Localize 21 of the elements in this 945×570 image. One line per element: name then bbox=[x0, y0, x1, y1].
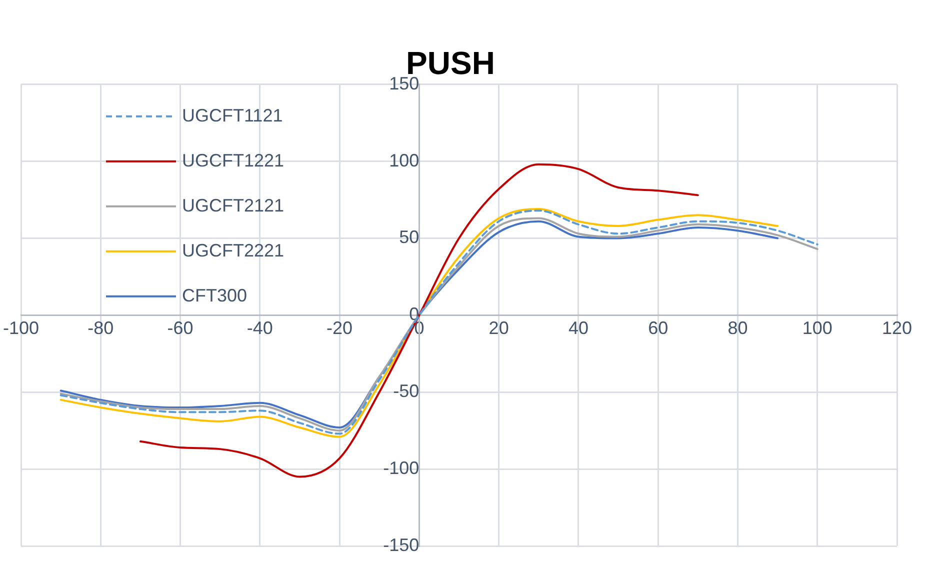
x-tick-label: 80 bbox=[728, 318, 748, 338]
legend-label: UGCFT1221 bbox=[182, 150, 284, 170]
x-tick-label: 60 bbox=[648, 318, 668, 338]
legend-label: CFT300 bbox=[182, 285, 248, 306]
x-tick-label: -80 bbox=[88, 318, 114, 338]
x-tick-label: -40 bbox=[246, 318, 273, 338]
y-tick-label: -100 bbox=[383, 458, 420, 478]
y-tick-label: -50 bbox=[393, 381, 420, 402]
y-tick-label: -150 bbox=[383, 534, 420, 555]
x-tick-label: 20 bbox=[488, 318, 509, 338]
legend-label: UGCFT2221 bbox=[182, 240, 284, 260]
x-tick-label: 120 bbox=[882, 318, 912, 338]
x-tick-label: -20 bbox=[326, 318, 353, 338]
x-tick-label: -60 bbox=[167, 318, 194, 338]
y-tick-label: 50 bbox=[399, 227, 420, 248]
x-tick-label: -100 bbox=[3, 318, 40, 338]
legend-label: UGCFT1121 bbox=[182, 105, 283, 126]
legend-label: UGCFT2121 bbox=[182, 195, 284, 216]
y-tick-label: 100 bbox=[389, 150, 420, 170]
x-tick-label: 100 bbox=[802, 318, 832, 338]
x-tick-label: 40 bbox=[568, 318, 588, 338]
